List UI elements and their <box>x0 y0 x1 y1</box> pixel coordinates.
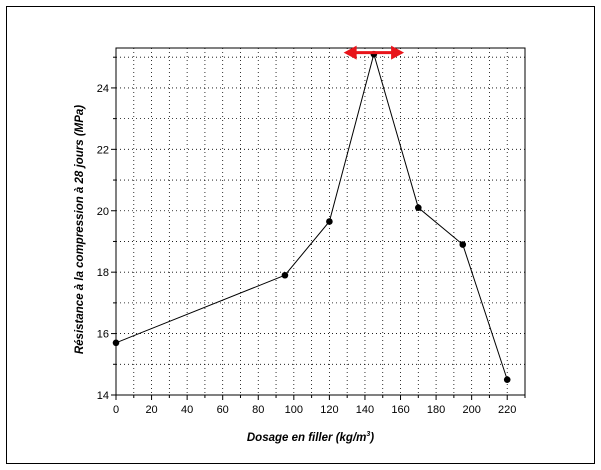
y-tick-label: 20 <box>97 206 109 218</box>
x-tick-label: 120 <box>320 404 338 416</box>
y-tick-label: 24 <box>97 83 109 95</box>
data-point <box>112 339 120 347</box>
x-tick-label: 80 <box>252 404 264 416</box>
plot-area <box>115 47 526 396</box>
series <box>112 50 511 383</box>
y-tick-label: 22 <box>97 144 109 156</box>
y-tick-label: 16 <box>97 329 109 341</box>
arrow-head-right <box>391 45 405 60</box>
grid <box>116 48 525 395</box>
y-tick-label: 14 <box>97 390 109 402</box>
chart-frame <box>6 6 595 464</box>
x-axis-title-end: ) <box>368 432 374 444</box>
x-tick-label: 200 <box>462 404 480 416</box>
x-tick-label: 0 <box>113 404 119 416</box>
x-axis-title-superscript: 3 <box>366 431 370 438</box>
x-axis-title: Dosage en filler (kg/m3) <box>247 431 374 444</box>
x-tick-label: 220 <box>498 404 516 416</box>
x-tick-label: 140 <box>356 404 374 416</box>
x-tick-label: 160 <box>391 404 409 416</box>
data-point <box>415 204 422 211</box>
annotations <box>343 45 405 60</box>
x-tick-label: 20 <box>145 404 157 416</box>
x-tick-label: 180 <box>427 404 445 416</box>
data-point <box>503 376 511 383</box>
axis-ticks <box>111 56 526 400</box>
x-tick-label: 60 <box>217 404 229 416</box>
data-point <box>281 271 289 279</box>
y-tick-label: 18 <box>97 267 109 279</box>
x-tick-label: 40 <box>181 404 193 416</box>
y-axis-title: Résistance à la compression à 28 jours (… <box>74 105 86 354</box>
arrow-head-left <box>343 45 357 60</box>
x-axis-title-main: Dosage en filler (kg/m <box>247 432 367 444</box>
x-tick-label: 100 <box>285 404 303 416</box>
tick-labels: 0 20 40 60 80 100 120 140 160 180 200 220 14 16 18 20 22… <box>97 83 517 416</box>
data-point <box>326 218 333 225</box>
data-point <box>459 241 467 248</box>
